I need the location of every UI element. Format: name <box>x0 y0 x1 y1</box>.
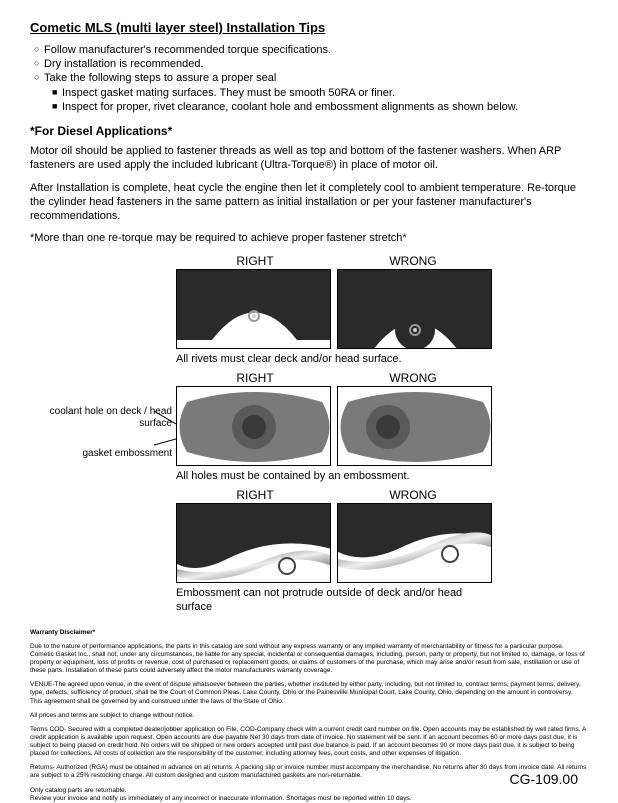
caption-3: Embossment can not protrude outside of d… <box>176 586 492 615</box>
main-title: Cometic MLS (multi layer steel) Installa… <box>30 20 588 37</box>
diagram-hole-right <box>176 386 331 466</box>
diagram-rivet-wrong <box>337 269 492 349</box>
bullet-1: Follow manufacturer's recommended torque… <box>44 43 331 57</box>
label-emboss: gasket embossment <box>30 448 172 460</box>
diagram-rivet-right <box>176 269 331 349</box>
label-right: RIGHT <box>176 254 334 270</box>
bullet-list: ○Follow manufacturer's recommended torqu… <box>34 43 588 114</box>
fine-p4: Terms COD- Secured with a completed deal… <box>30 726 588 759</box>
fine-p5: Returns- Authorized (RGA) must be obtain… <box>30 764 588 780</box>
diagram-area: RIGHT WRONG <box>30 254 588 615</box>
fine-p6: Only catalog parts are returnable. Revie… <box>30 787 588 803</box>
page-code: CG-109.00 <box>510 770 578 788</box>
label-wrong-2: WRONG <box>334 371 492 387</box>
label-right-2: RIGHT <box>176 371 334 387</box>
sub-bullet-2: Inspect for proper, rivet clearance, coo… <box>62 100 518 114</box>
para-3: *More than one re-torque may be required… <box>30 231 588 245</box>
label-wrong: WRONG <box>334 254 492 270</box>
diagram-emboss-right <box>176 503 331 583</box>
label-wrong-3: WRONG <box>334 488 492 504</box>
sub-bullet-1: Inspect gasket mating surfaces. They mus… <box>62 86 395 100</box>
fine-head: Warranty Disclaimer* <box>30 629 588 637</box>
bullet-3: Take the following steps to assure a pro… <box>44 71 276 85</box>
para-2: After Installation is complete, heat cyc… <box>30 181 588 224</box>
fine-p3: All prices and terms are subject to chan… <box>30 712 588 720</box>
warranty-fine-print: Warranty Disclaimer* Due to the nature o… <box>30 629 588 803</box>
caption-2: All holes must be contained by an emboss… <box>176 469 492 483</box>
diagram-emboss-wrong <box>337 503 492 583</box>
leader-lines-icon <box>154 389 176 479</box>
label-coolant: coolant hole on deck / head surface <box>30 406 172 430</box>
caption-1: All rivets must clear deck and/or head s… <box>176 352 492 366</box>
section2-title: *For Diesel Applications* <box>30 124 588 140</box>
label-right-3: RIGHT <box>176 488 334 504</box>
fine-p1: Due to the nature of performance applica… <box>30 643 588 676</box>
diagram-hole-wrong <box>337 386 492 466</box>
bullet-2: Dry installation is recommended. <box>44 57 204 71</box>
para-1: Motor oil should be applied to fastener … <box>30 144 588 173</box>
fine-p2: VENUE-The agreed upon venue, in the even… <box>30 681 588 705</box>
